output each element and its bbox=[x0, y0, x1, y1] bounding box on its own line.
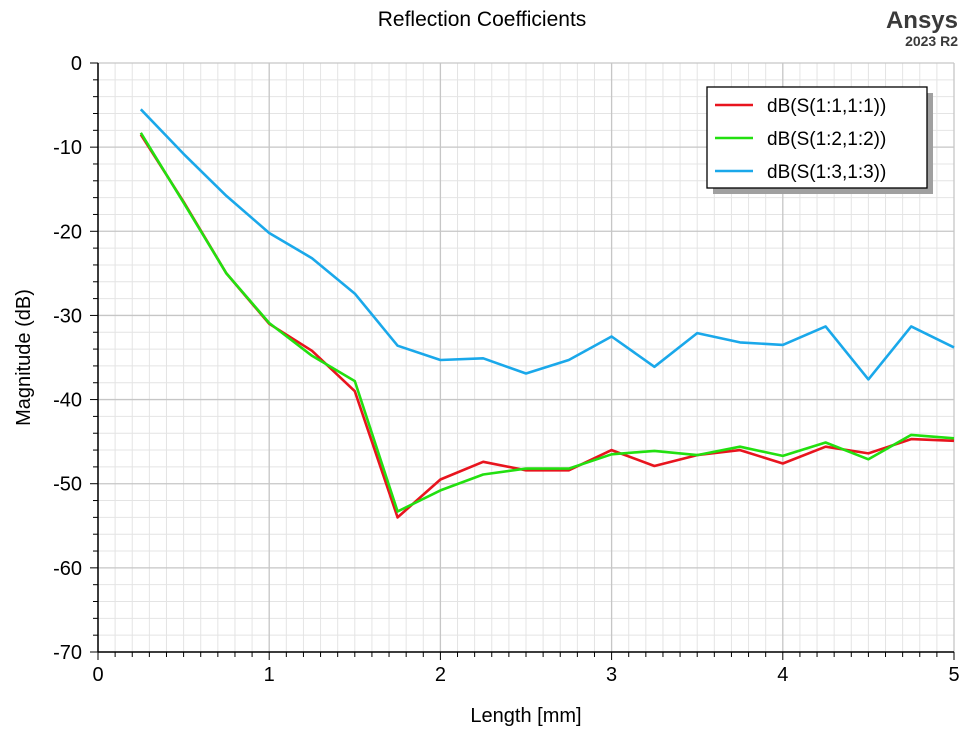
y-tick-label: -40 bbox=[53, 390, 82, 412]
x-axis-ticks: 0 1 2 3 4 5 bbox=[92, 652, 960, 686]
x-tick-label: 5 bbox=[948, 664, 959, 686]
y-axis-ticks: 0 -10 -20 -30 -40 -50 -60 -70 bbox=[53, 53, 98, 664]
series-line-2 bbox=[139, 132, 955, 513]
x-tick-label: 0 bbox=[92, 664, 103, 686]
legend[interactable]: dB(S(1:1,1:1)) dB(S(1:2,1:2)) dB(S(1:3,1:3… bbox=[706, 86, 933, 194]
legend-label: dB(S(1:1,1:1)) bbox=[767, 96, 886, 117]
y-tick-label: -70 bbox=[53, 642, 82, 664]
x-axis-title: Length [mm] bbox=[470, 705, 581, 727]
x-tick-label: 3 bbox=[606, 664, 617, 686]
series-line-3 bbox=[139, 108, 955, 381]
legend-label: dB(S(1:3,1:3)) bbox=[767, 162, 886, 183]
y-tick-label: -50 bbox=[53, 474, 82, 496]
grid bbox=[97, 62, 955, 653]
chart-title: Reflection Coefficients bbox=[378, 8, 587, 31]
x-tick-label: 1 bbox=[264, 664, 275, 686]
y-axis-title: Magnitude (dB) bbox=[13, 289, 35, 426]
y-tick-label: -20 bbox=[53, 221, 82, 243]
legend-label: dB(S(1:2,1:2)) bbox=[767, 129, 886, 150]
x-tick-label: 4 bbox=[777, 664, 788, 686]
series-lines bbox=[139, 108, 955, 519]
y-tick-label: 0 bbox=[71, 53, 82, 75]
brand-logo-name: Ansys bbox=[886, 7, 958, 34]
y-tick-label: -30 bbox=[53, 305, 82, 327]
brand-version: 2023 R2 bbox=[905, 33, 958, 49]
y-tick-label: -10 bbox=[53, 137, 82, 159]
y-tick-label: -60 bbox=[53, 558, 82, 580]
x-tick-label: 2 bbox=[435, 664, 446, 686]
